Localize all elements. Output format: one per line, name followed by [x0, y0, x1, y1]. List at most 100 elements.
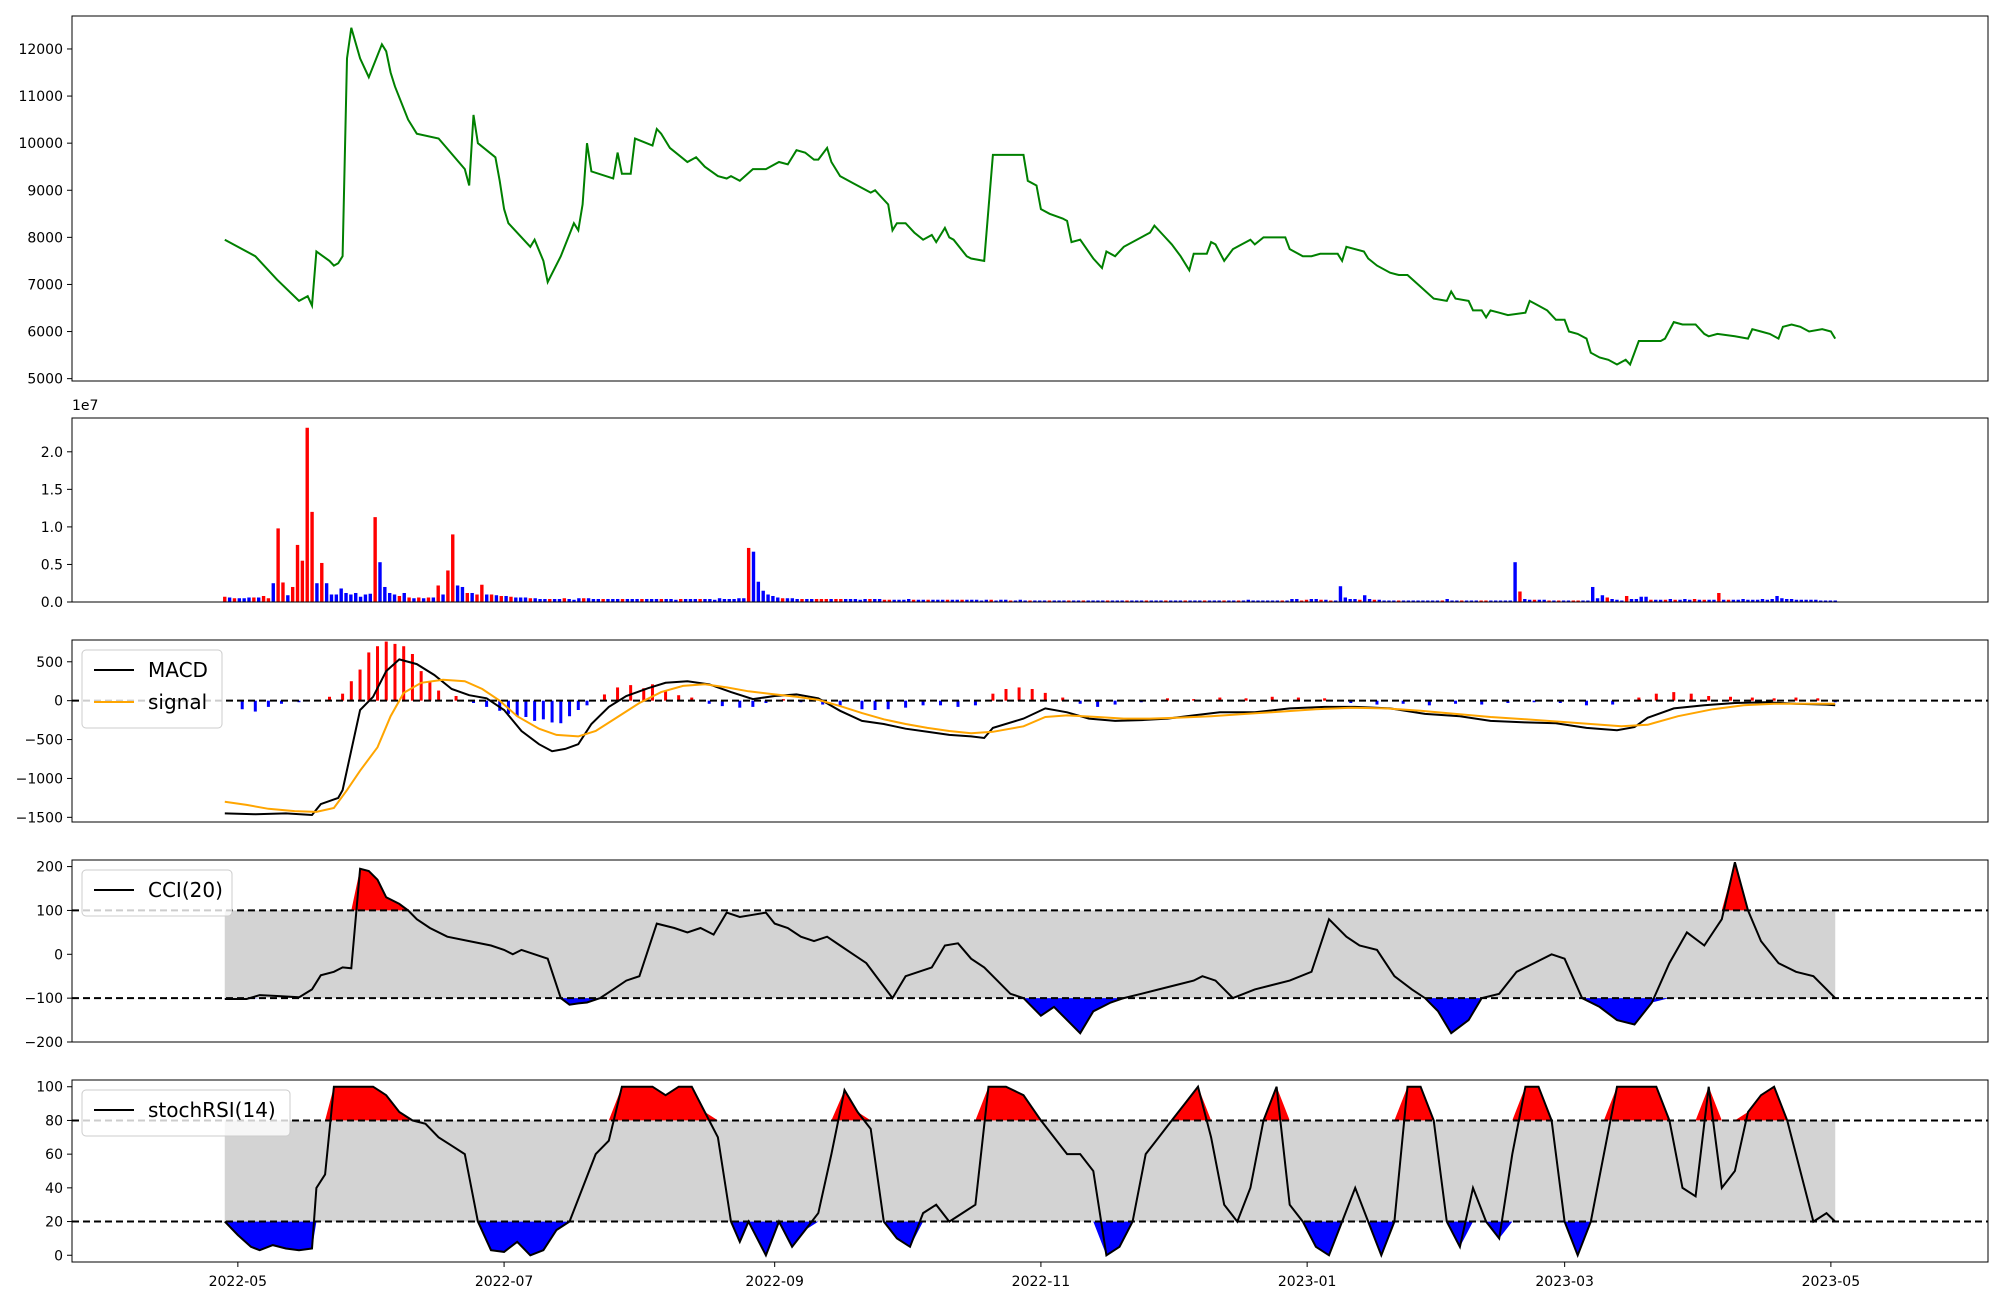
volume-bar: [708, 599, 712, 602]
volume-bar: [1610, 599, 1614, 602]
volume-bar: [276, 528, 280, 602]
macd-line-signal: [224, 678, 1836, 813]
volume-bar: [431, 597, 436, 602]
volume-bar: [387, 592, 392, 602]
volume-bar: [1746, 599, 1750, 602]
volume-bar: [1644, 596, 1648, 602]
macd-histogram-bar: [485, 700, 489, 707]
volume-bar: [1469, 600, 1474, 602]
volume-bar: [1062, 600, 1066, 602]
volume-bar: [460, 586, 465, 602]
volume-bar: [1047, 600, 1052, 602]
volume-bar: [300, 560, 305, 602]
volume-bar: [237, 598, 242, 602]
volume-bar: [1299, 600, 1304, 602]
macd-histogram-bar: [781, 699, 785, 701]
macd-ytick-label: −500: [25, 733, 63, 749]
volume-bar: [1794, 599, 1799, 602]
volume-bar: [1416, 600, 1420, 602]
volume-bar: [1493, 600, 1498, 602]
volume-bar: [1654, 599, 1658, 602]
volume-bar: [1067, 600, 1071, 602]
volume-bar: [1130, 600, 1134, 602]
volume-bar: [1634, 599, 1639, 602]
volume-bar: [1348, 599, 1352, 602]
volume-bar: [1503, 600, 1508, 602]
volume-bar: [727, 599, 731, 602]
macd-histogram-bar: [240, 700, 244, 710]
volume-bar: [1178, 600, 1183, 602]
volume-bar: [310, 511, 314, 602]
volume-bar: [1314, 599, 1318, 602]
volume-bar: [1188, 600, 1192, 602]
volume-bar: [1649, 599, 1653, 602]
volume-bar: [916, 599, 921, 602]
volume-bar: [1125, 600, 1129, 602]
macd-histogram-bar: [1017, 687, 1021, 701]
macd-line-MACD: [224, 658, 1836, 817]
volume-bar: [1071, 600, 1076, 602]
volume-bar: [1518, 591, 1522, 602]
volume-bar: [1658, 599, 1663, 602]
macd-histogram-bar: [437, 690, 441, 701]
macd-histogram-bar: [1061, 697, 1065, 701]
volume-bar: [611, 599, 615, 602]
macd-histogram-bar: [279, 700, 283, 704]
volume-bar: [1042, 600, 1047, 602]
volume-bar: [543, 599, 547, 602]
volume-bar: [1455, 600, 1459, 602]
volume-bar: [1149, 600, 1153, 602]
macd-histogram-bar: [1654, 693, 1658, 701]
volume-bar: [1683, 599, 1687, 602]
volume-bar: [766, 594, 770, 602]
volume-bar: [630, 599, 634, 602]
macd-histogram-bar: [873, 700, 877, 710]
volume-bar: [1595, 598, 1600, 602]
macd-histogram-bar: [821, 700, 825, 705]
volume-bar: [1295, 599, 1299, 602]
price-ytick-label: 10000: [18, 136, 63, 152]
macd-ytick-label: −1000: [16, 771, 63, 787]
volume-bar: [907, 599, 911, 602]
x-tick-label: 2022-09: [745, 1274, 804, 1290]
volume-bar: [227, 597, 232, 602]
volume-bar: [974, 599, 979, 602]
volume-bar: [1508, 600, 1512, 602]
macd-histogram-bar: [764, 700, 768, 703]
volume-bar: [1198, 600, 1202, 602]
volume-bar: [785, 598, 790, 602]
volume-bar: [829, 599, 833, 602]
volume-bar: [601, 599, 605, 602]
macd-histogram-bar: [1296, 697, 1300, 701]
volume-bar: [819, 599, 824, 602]
macd-histogram-bar: [1672, 692, 1676, 701]
volume-bar: [1086, 600, 1090, 602]
price-line: [224, 27, 1837, 367]
macd-histogram-bar: [328, 696, 331, 701]
volume-bar: [329, 594, 334, 602]
volume-bar: [1290, 599, 1294, 602]
macd-histogram-bar: [1506, 700, 1510, 703]
volume-bar: [1605, 597, 1609, 602]
cci-ytick-label: −200: [25, 1035, 63, 1051]
volume-bar: [523, 597, 528, 602]
volume-bar: [470, 592, 474, 602]
macd-histogram-bar: [1043, 692, 1047, 701]
cci-ytick-label: 200: [36, 860, 63, 876]
volume-bar: [1096, 600, 1100, 602]
volume-bar: [412, 598, 416, 602]
volume-bar: [1154, 600, 1158, 602]
volume-bar: [421, 598, 426, 602]
volume-bar: [1018, 599, 1022, 602]
macd-histogram-bar: [616, 687, 620, 701]
volume-ytick-label: 1.5: [41, 482, 63, 498]
stochrsi-frame: [71, 1079, 1989, 1263]
volume-bar: [1721, 599, 1726, 602]
volume-bar: [1406, 600, 1411, 602]
cci-ytick-label: 100: [36, 903, 63, 919]
macd-histogram-bar: [690, 697, 694, 701]
volume-bar: [810, 599, 814, 602]
volume-bar: [911, 599, 916, 602]
volume-frame: [71, 417, 1989, 603]
volume-bar: [232, 598, 237, 602]
